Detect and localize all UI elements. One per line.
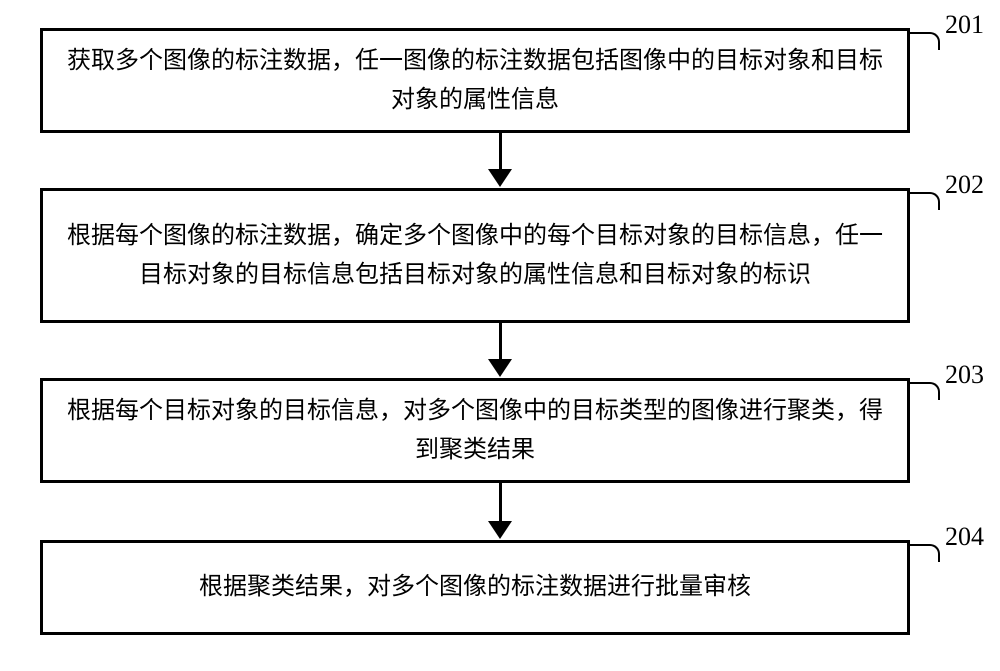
flowchart-container: 获取多个图像的标注数据，任一图像的标注数据包括图像中的目标对象和目标对象的属性信… [0, 0, 1000, 671]
flowchart-step-2: 根据每个图像的标注数据，确定多个图像中的每个目标对象的目标信息，任一目标对象的目… [40, 188, 910, 323]
connector-3-4 [488, 483, 512, 539]
step-1-label: 201 [945, 10, 984, 40]
step-1-text: 获取多个图像的标注数据，任一图像的标注数据包括图像中的目标对象和目标对象的属性信… [63, 42, 887, 119]
connector-2-3 [488, 323, 512, 377]
step-3-text: 根据每个目标对象的目标信息，对多个图像中的目标类型的图像进行聚类，得到聚类结果 [63, 392, 887, 469]
flowchart-step-4: 根据聚类结果，对多个图像的标注数据进行批量审核 [40, 540, 910, 635]
connector-1-2 [488, 133, 512, 187]
flowchart-step-3: 根据每个目标对象的目标信息，对多个图像中的目标类型的图像进行聚类，得到聚类结果 [40, 378, 910, 483]
step-4-text: 根据聚类结果，对多个图像的标注数据进行批量审核 [199, 568, 751, 606]
step-3-label: 203 [945, 360, 984, 390]
flowchart-step-1: 获取多个图像的标注数据，任一图像的标注数据包括图像中的目标对象和目标对象的属性信… [40, 28, 910, 133]
label-connector-3 [910, 382, 940, 400]
step-2-label: 202 [945, 170, 984, 200]
label-connector-2 [910, 192, 940, 210]
label-connector-1 [910, 32, 940, 50]
label-connector-4 [910, 544, 940, 562]
step-2-text: 根据每个图像的标注数据，确定多个图像中的每个目标对象的目标信息，任一目标对象的目… [63, 217, 887, 294]
step-4-label: 204 [945, 522, 984, 552]
